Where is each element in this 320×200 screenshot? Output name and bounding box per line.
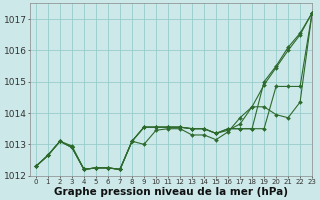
X-axis label: Graphe pression niveau de la mer (hPa): Graphe pression niveau de la mer (hPa) — [54, 187, 288, 197]
